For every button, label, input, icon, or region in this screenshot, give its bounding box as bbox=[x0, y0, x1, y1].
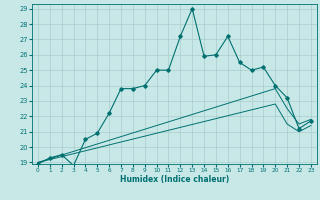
X-axis label: Humidex (Indice chaleur): Humidex (Indice chaleur) bbox=[120, 175, 229, 184]
